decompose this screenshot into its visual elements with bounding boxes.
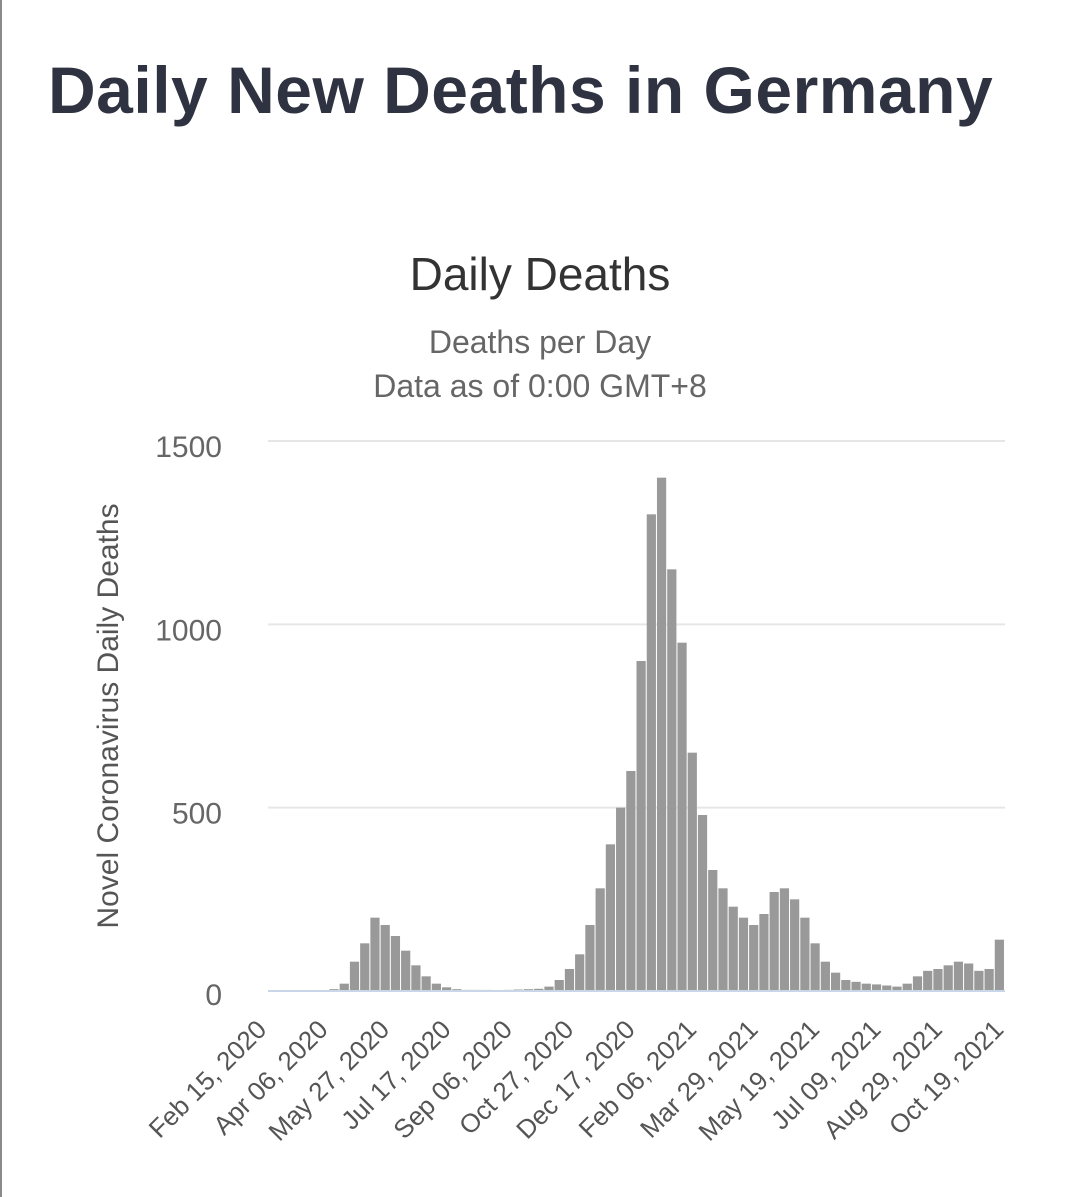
bar-33	[605, 844, 615, 991]
bar-11	[380, 925, 390, 991]
bar-41	[687, 752, 697, 991]
window-left-edge	[0, 0, 2, 1197]
bar-31	[585, 925, 595, 991]
bar-69	[974, 970, 984, 991]
bar-8	[349, 961, 360, 991]
bar-68	[964, 963, 974, 991]
bar-14	[411, 965, 421, 991]
bar-7	[339, 983, 349, 991]
bar-59	[871, 984, 882, 991]
bar-56	[841, 980, 851, 991]
y-tick-label-2: 1000	[155, 614, 222, 647]
bar-63	[912, 976, 923, 991]
bar-46	[738, 917, 749, 991]
y-tick-label-0: 0	[205, 979, 222, 1012]
bar-28	[554, 980, 564, 991]
bar-32	[595, 888, 605, 991]
bar-29	[564, 969, 575, 991]
bar-47	[749, 925, 759, 991]
chart-subtitle-line-1: Deaths per Day	[429, 324, 651, 360]
bar-57	[851, 981, 861, 991]
bar-45	[728, 906, 738, 991]
y-tick-label-1: 500	[172, 798, 222, 831]
bar-13	[401, 950, 411, 991]
bar-67	[953, 961, 964, 991]
bar-10	[370, 917, 380, 991]
bar-58	[861, 983, 871, 991]
bar-27	[544, 986, 554, 991]
bar-44	[718, 888, 728, 991]
bar-48	[759, 914, 769, 991]
bars	[329, 477, 1004, 991]
bar-49	[769, 892, 779, 991]
bar-66	[943, 965, 953, 991]
chart-subtitle-line-2: Data as of 0:00 GMT+8	[373, 368, 707, 404]
bar-16	[431, 983, 441, 991]
bar-35	[626, 771, 636, 991]
bar-39	[667, 569, 677, 991]
bar-71	[994, 939, 1004, 991]
bar-36	[636, 661, 646, 991]
bar-17	[442, 987, 452, 991]
bar-38	[656, 477, 667, 991]
bar-26	[534, 988, 544, 991]
bar-42	[697, 815, 708, 991]
bar-61	[892, 986, 902, 991]
y-axis-label: Novel Coronavirus Daily Deaths	[92, 503, 125, 928]
bar-43	[708, 870, 718, 991]
y-tick-label-3: 1500	[155, 431, 222, 464]
bar-40	[677, 642, 687, 991]
bar-65	[933, 969, 943, 991]
bar-52	[800, 917, 810, 991]
bar-62	[902, 983, 912, 991]
page-title: Daily New Deaths in Germany	[48, 53, 994, 127]
bar-9	[360, 943, 370, 991]
bar-54	[820, 961, 830, 991]
y-ticks: 0 500 1000 1500	[155, 431, 222, 1012]
bar-34	[616, 807, 626, 991]
bar-51	[790, 899, 800, 991]
bar-70	[984, 969, 994, 991]
bar-64	[923, 970, 933, 991]
bar-55	[830, 972, 841, 991]
chart-title: Daily Deaths	[410, 248, 671, 300]
bar-12	[390, 936, 401, 991]
bar-53	[810, 943, 820, 991]
bar-30	[575, 954, 585, 991]
bar-15	[421, 976, 431, 991]
bar-60	[882, 985, 892, 991]
bar-37	[646, 514, 656, 991]
bar-50	[779, 888, 790, 991]
